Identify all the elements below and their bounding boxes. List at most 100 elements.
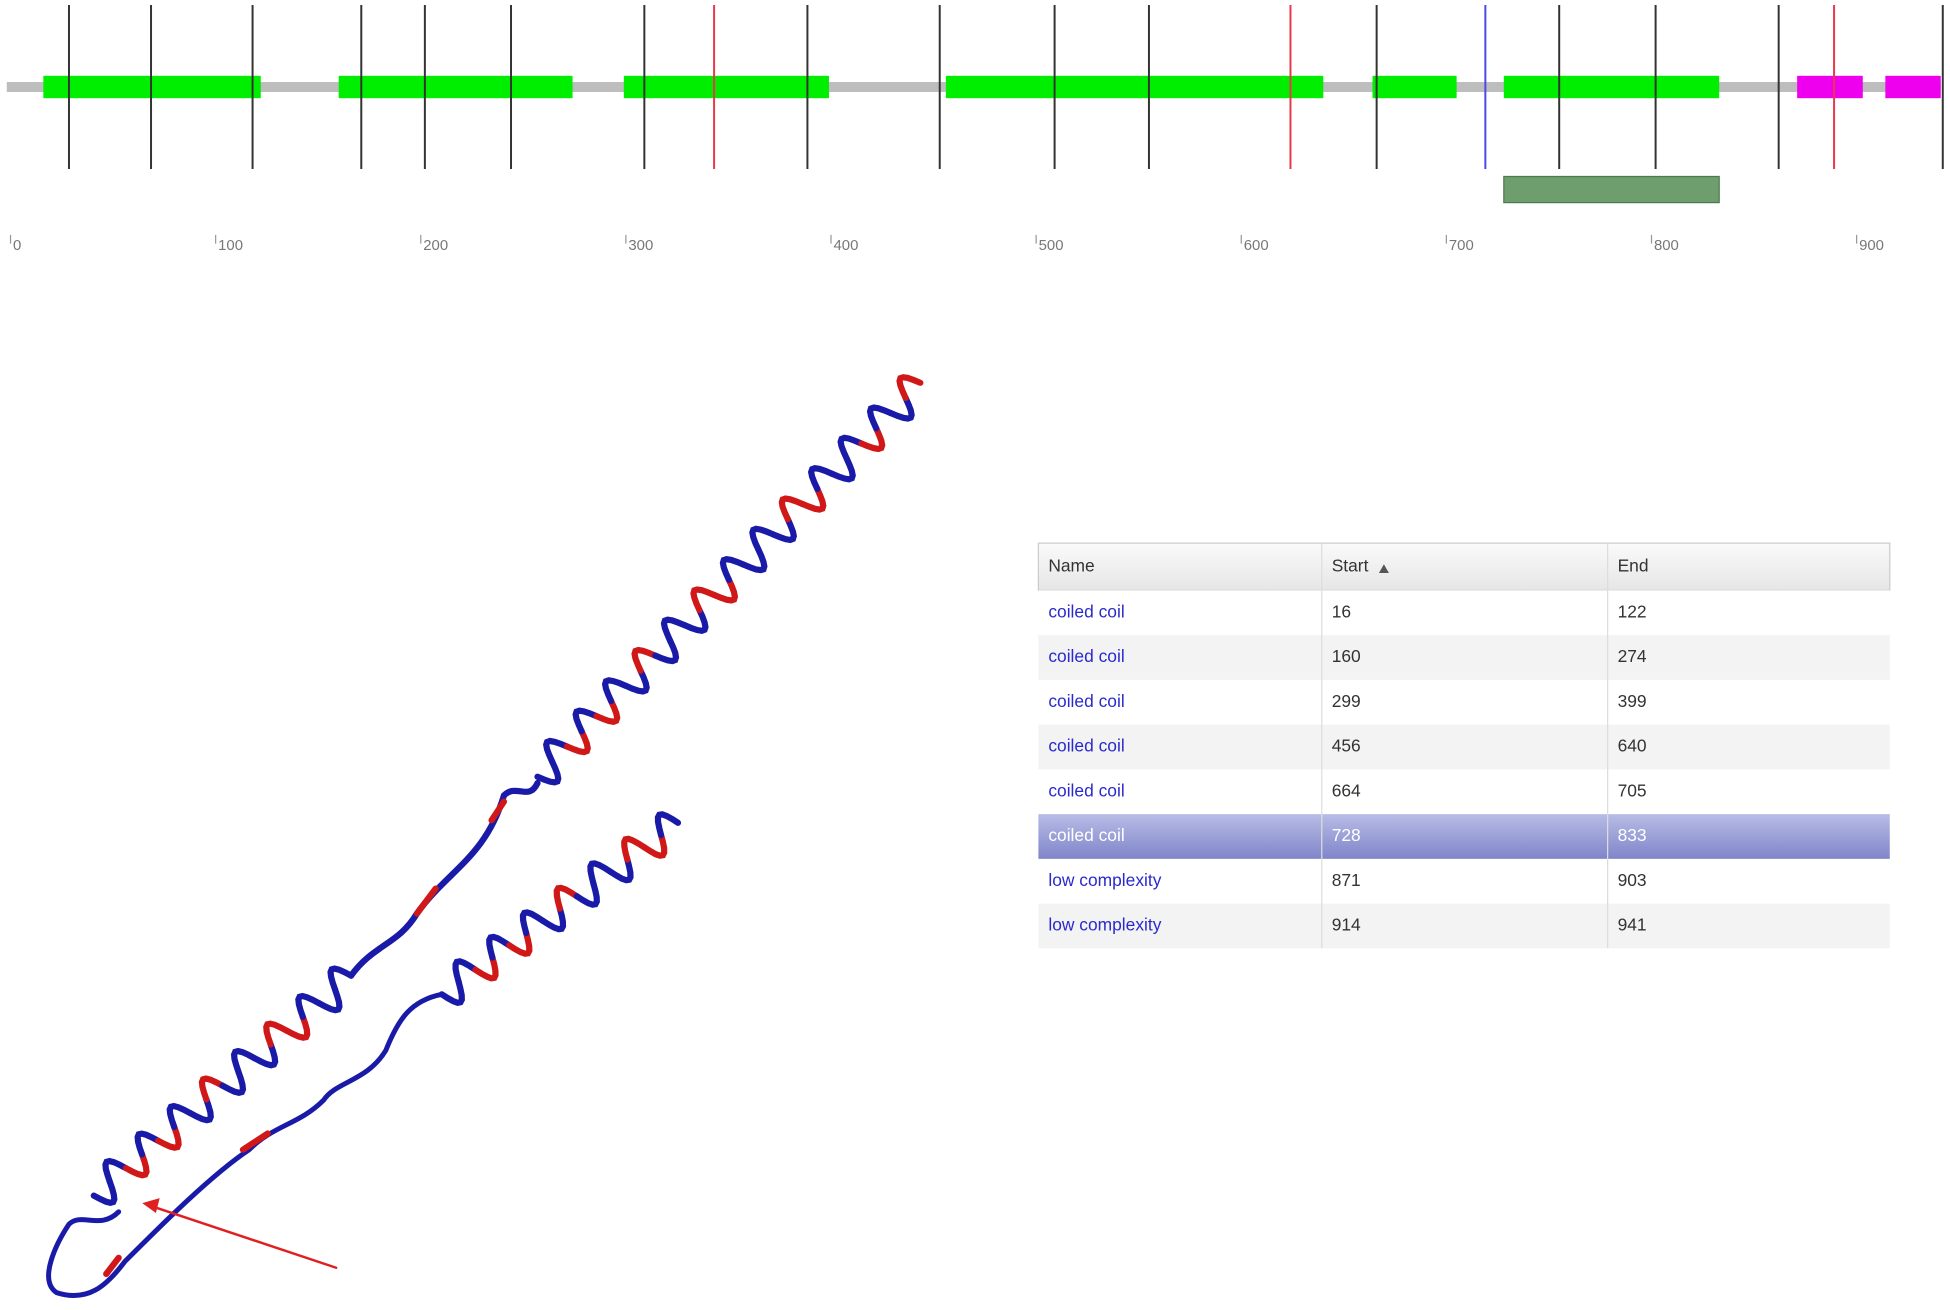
ribbon — [654, 811, 682, 839]
domain[interactable] — [945, 75, 1324, 99]
ribbon — [660, 616, 688, 644]
axis-tick-label: 300 — [628, 238, 653, 254]
ribbon — [295, 992, 322, 1021]
row-background — [1038, 635, 1890, 680]
column-header[interactable]: End — [1618, 555, 1649, 575]
ribbon — [887, 394, 915, 422]
ribbon — [631, 646, 659, 674]
cell: 160 — [1332, 646, 1361, 666]
cell: 274 — [1618, 646, 1647, 666]
ribbon — [452, 958, 479, 986]
ribbon — [563, 728, 591, 756]
selected-domain — [1503, 175, 1720, 204]
feature-table: low complexity 914 941 low complexity 871 903… — [1037, 542, 1891, 949]
name-cell[interactable]: coiled coil — [1048, 691, 1124, 711]
ribbon — [749, 525, 777, 553]
ribbon — [122, 1151, 150, 1179]
ribbon — [896, 374, 924, 402]
axis-tick-label: 200 — [423, 238, 448, 254]
ribbon — [866, 404, 894, 432]
name-cell[interactable]: coiled coil — [1048, 601, 1124, 621]
axis-tick-label: 700 — [1449, 238, 1474, 254]
table-row[interactable]: low complexity 914 941 — [1038, 903, 1890, 949]
ribbon — [652, 637, 680, 665]
domain[interactable] — [1885, 75, 1941, 99]
arrow-head — [142, 1198, 160, 1214]
ribbon — [283, 1013, 311, 1041]
name-cell[interactable]: low complexity — [1048, 870, 1161, 890]
ribbon — [769, 516, 797, 544]
cell: 456 — [1332, 736, 1361, 756]
ribbon — [641, 831, 668, 859]
ribbon — [239, 1130, 271, 1153]
ribbon — [622, 667, 650, 695]
row-background — [1038, 769, 1890, 815]
table-row[interactable]: coiled coil 299 399 — [1038, 679, 1890, 725]
ribbon — [263, 1020, 290, 1048]
ribbon — [711, 576, 739, 604]
cell: 705 — [1618, 780, 1647, 800]
ribbon — [828, 455, 856, 483]
ribbon — [134, 1130, 162, 1158]
name-cell[interactable]: coiled coil — [1048, 646, 1124, 666]
domain[interactable] — [43, 75, 261, 99]
ribbon — [198, 1075, 226, 1103]
ribbon — [187, 1096, 214, 1124]
ribbon — [102, 1157, 130, 1185]
name-cell[interactable]: low complexity — [1048, 915, 1161, 935]
sort-indicator — [1378, 564, 1389, 573]
table-row[interactable]: coiled coil 16 122 — [1038, 590, 1890, 636]
axis-tick-label: 100 — [218, 238, 243, 254]
cell: 903 — [1618, 870, 1647, 890]
table-row[interactable]: coiled coil 456 640 — [1038, 724, 1890, 770]
ribbon — [534, 758, 562, 786]
ribbon — [506, 929, 533, 957]
domain[interactable] — [1797, 75, 1863, 99]
row-background — [1038, 724, 1890, 770]
axis-tick-label: 0 — [13, 238, 21, 254]
ribbon — [148, 1204, 338, 1269]
ribbon — [858, 425, 886, 453]
ribbon — [90, 1178, 118, 1206]
ribbon — [593, 697, 621, 725]
protein-structure — [46, 374, 924, 1299]
domain[interactable] — [1503, 75, 1720, 99]
name-cell[interactable]: coiled coil — [1048, 780, 1124, 800]
feature-track: 0 100 200 300 400 500 600 700 800 900 — [6, 4, 1944, 254]
ribbon — [719, 555, 747, 583]
cell: 914 — [1332, 915, 1361, 935]
cell: 833 — [1618, 825, 1647, 845]
table-row[interactable]: coiled coil 160 274 — [1038, 635, 1890, 680]
cell: 16 — [1332, 601, 1351, 621]
ribbon — [413, 885, 439, 917]
ribbon — [472, 954, 499, 982]
column-header[interactable]: Name — [1048, 555, 1094, 575]
cell: 122 — [1618, 601, 1647, 621]
cell: 640 — [1618, 736, 1647, 756]
row-background — [1038, 903, 1890, 949]
column-header[interactable]: Start — [1332, 555, 1369, 575]
ribbon — [46, 991, 445, 1299]
table-row[interactable]: coiled coil 728 833 — [1038, 814, 1890, 859]
name-cell[interactable]: coiled coil — [1048, 736, 1124, 756]
ribbon — [166, 1102, 194, 1131]
ribbon — [587, 860, 614, 888]
domain[interactable] — [623, 75, 829, 99]
table-row[interactable]: low complexity 871 903 — [1038, 858, 1890, 904]
row-background — [1038, 679, 1890, 725]
ribbon — [486, 933, 513, 961]
axis-tick-label: 400 — [833, 238, 858, 254]
ribbon — [539, 905, 567, 933]
name-cell[interactable]: coiled coil — [1048, 825, 1124, 845]
ribbon — [347, 779, 541, 979]
ribbon — [251, 1041, 279, 1069]
ribbon — [621, 835, 648, 863]
table-row[interactable]: coiled coil 664 705 — [1038, 769, 1890, 815]
domain[interactable] — [338, 75, 573, 99]
ribbon — [681, 607, 709, 634]
cell: 941 — [1618, 915, 1647, 935]
ribbon — [519, 909, 547, 937]
table-header — [1037, 542, 1891, 591]
domain[interactable] — [1372, 75, 1457, 99]
ribbon — [778, 495, 806, 523]
